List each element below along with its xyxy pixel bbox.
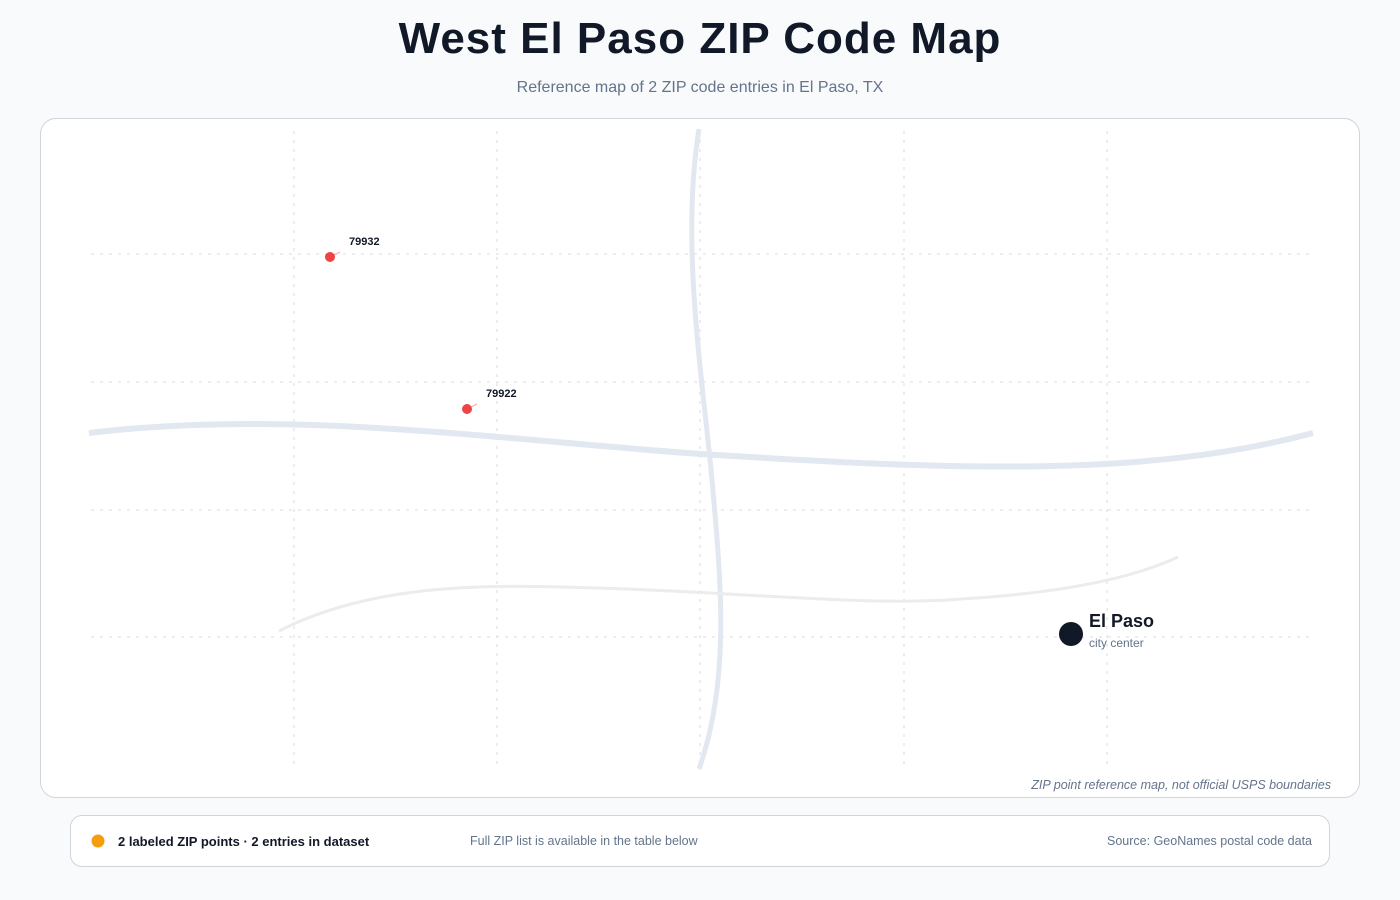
source: Source: GeoNames postal code data — [1107, 834, 1312, 848]
road — [88, 421, 1314, 470]
road — [689, 128, 724, 770]
footer: 2 labeled ZIP points · 2 entries in data… — [70, 815, 1330, 867]
city-marker — [1059, 622, 1083, 646]
zip-label: 79922 — [486, 388, 517, 400]
city-note: city center — [1089, 636, 1144, 650]
map-panel: El Paso city center ZIP point reference … — [40, 118, 1360, 798]
disclaimer: ZIP point reference map, not official US… — [1030, 778, 1331, 792]
city-name: El Paso — [1089, 611, 1154, 631]
zip-point — [462, 404, 472, 414]
page-subtitle: Reference map of 2 ZIP code entries in E… — [516, 79, 884, 96]
zip-point — [325, 252, 335, 262]
summary: 2 labeled ZIP points · 2 entries in data… — [118, 834, 370, 849]
road — [278, 555, 1179, 633]
note: Full ZIP list is available in the table … — [470, 834, 698, 848]
map: El Paso city center ZIP point reference … — [88, 128, 1331, 792]
legend-dot — [91, 834, 105, 848]
zip-label: 79932 — [349, 236, 380, 248]
page-title: West El Paso ZIP Code Map — [398, 14, 1002, 63]
grid — [91, 131, 1311, 767]
